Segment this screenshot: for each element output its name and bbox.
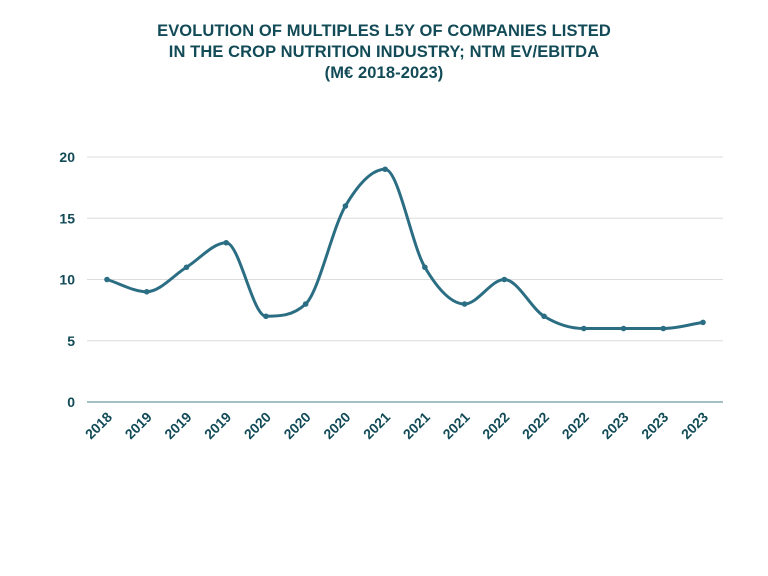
data-point (104, 276, 110, 283)
x-tick-label: 2021 (400, 409, 433, 442)
point-layer (104, 166, 706, 332)
chart-title-line-1: EVOLUTION OF MULTIPLES L5Y OF COMPANIES … (157, 22, 611, 40)
data-point (660, 325, 667, 332)
x-tick-label: 2019 (122, 409, 155, 442)
x-axis-ticks: 2018 2019 2019 2019 2020 2020 2020 2021 2021 2021… (82, 409, 711, 442)
data-point (342, 203, 349, 209)
y-tick-label: 0 (67, 394, 75, 410)
x-tick-label: 2022 (479, 409, 512, 442)
y-tick-label: 10 (59, 272, 75, 288)
data-point (620, 325, 627, 332)
data-point (223, 239, 229, 246)
x-tick-label: 2020 (241, 409, 274, 442)
chart-title-line-3: (M€ 2018-2023) (324, 64, 444, 82)
series-layer (105, 167, 705, 330)
data-point (581, 325, 587, 332)
data-point (382, 166, 388, 173)
y-tick-label: 20 (59, 149, 75, 165)
data-point (541, 313, 547, 320)
data-point (263, 313, 269, 320)
chart-title: EVOLUTION OF MULTIPLES L5Y OF COMPANIES … (0, 21, 768, 84)
series-line (105, 167, 705, 330)
y-axis-ticks: 0 5 10 15 20 (59, 149, 75, 410)
x-tick-label: 2018 (82, 409, 115, 442)
data-point (183, 264, 190, 271)
x-tick-label: 2022 (519, 409, 552, 442)
x-tick-label: 2019 (161, 409, 194, 442)
data-point (461, 301, 468, 307)
x-tick-label: 2021 (439, 409, 472, 442)
x-tick-label: 2020 (320, 409, 353, 442)
y-tick-label: 15 (59, 210, 75, 226)
x-tick-label: 2022 (559, 409, 592, 442)
x-tick-label: 2020 (280, 409, 313, 442)
chart-title-line-2: IN THE CROP NUTRITION INDUSTRY; NTM EV/E… (168, 43, 600, 61)
data-point (302, 301, 309, 307)
data-point (700, 319, 706, 326)
x-tick-label: 2019 (201, 409, 234, 442)
x-tick-label: 2023 (678, 409, 711, 442)
x-tick-label: 2023 (638, 409, 671, 442)
x-tick-label: 2021 (360, 409, 393, 442)
y-tick-label: 5 (67, 333, 75, 349)
data-point (143, 288, 150, 295)
data-point (422, 264, 428, 271)
grid-lines (87, 156, 723, 342)
x-tick-label: 2023 (598, 409, 631, 442)
data-point (501, 276, 508, 283)
